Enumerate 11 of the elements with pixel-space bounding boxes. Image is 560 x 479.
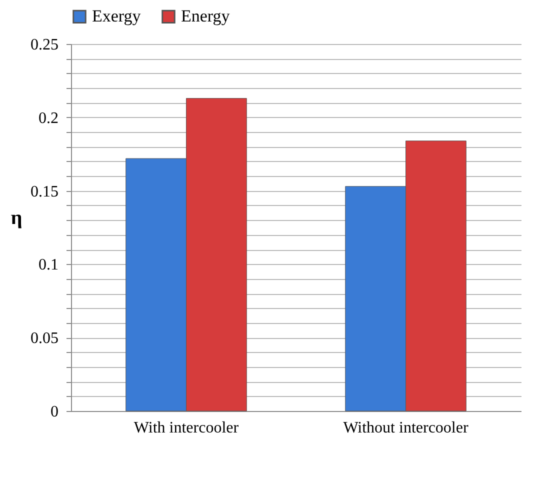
x-tick-label: With intercooler	[134, 420, 240, 436]
legend-label: Exergy	[92, 6, 142, 26]
y-axis-title: η	[10, 207, 22, 229]
y-tick-label: 0.2	[38, 110, 58, 127]
y-tick-label: 0.1	[38, 256, 58, 274]
legend-label: Energy	[181, 6, 230, 26]
y-tick-label: 0.25	[30, 36, 58, 54]
y-tick-label: 0.05	[30, 330, 58, 348]
x-tick-label: Without intercooler	[343, 420, 469, 436]
y-tick-label: 0	[50, 404, 58, 420]
y-tick-label: 0.15	[30, 183, 58, 200]
